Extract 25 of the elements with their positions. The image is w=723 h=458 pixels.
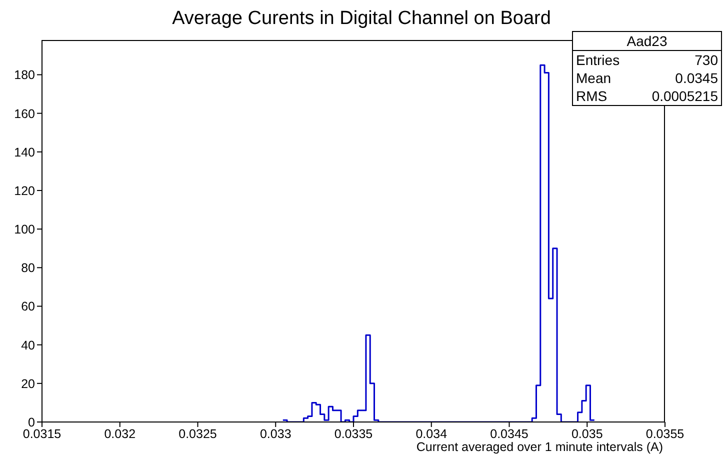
x-tick-label: 0.0315	[22, 426, 62, 441]
x-tick-label: 0.034	[416, 426, 448, 441]
x-tick-label: 0.0335	[334, 426, 373, 441]
x-tick-label: 0.0355	[646, 426, 684, 441]
y-tick-label: 40	[21, 338, 36, 352]
x-tick-label: 0.0325	[178, 426, 217, 441]
annotation: Aad23	[573, 32, 721, 51]
y-tick-label: 160	[14, 106, 36, 121]
chart-title: Average Curents in Digital Channel on Board	[171, 8, 552, 30]
text: Mean 0.0345	[576, 70, 718, 86]
y-tick-label: 20	[21, 376, 36, 391]
y-tick-label: 0	[28, 415, 36, 430]
x-tick-label: 0.035	[571, 426, 603, 441]
x-tick-label: 0.033	[260, 426, 292, 441]
x-tick-label: 0.0345	[490, 426, 528, 441]
text: Entries 730	[576, 52, 718, 68]
x-axis-title: Current averaged over 1 minute intervals (A)	[416, 440, 663, 454]
y-tick-label: 80	[21, 261, 36, 276]
y-tick-label: 140	[14, 145, 36, 160]
y-tick-label: 180	[14, 68, 36, 82]
y-tick-label: 60	[21, 300, 36, 314]
x-tick-label: 0.032	[104, 426, 136, 441]
y-tick-label: 100	[14, 222, 36, 237]
text: RMS 0.0005215	[576, 88, 718, 104]
y-tick-label: 120	[14, 184, 36, 198]
